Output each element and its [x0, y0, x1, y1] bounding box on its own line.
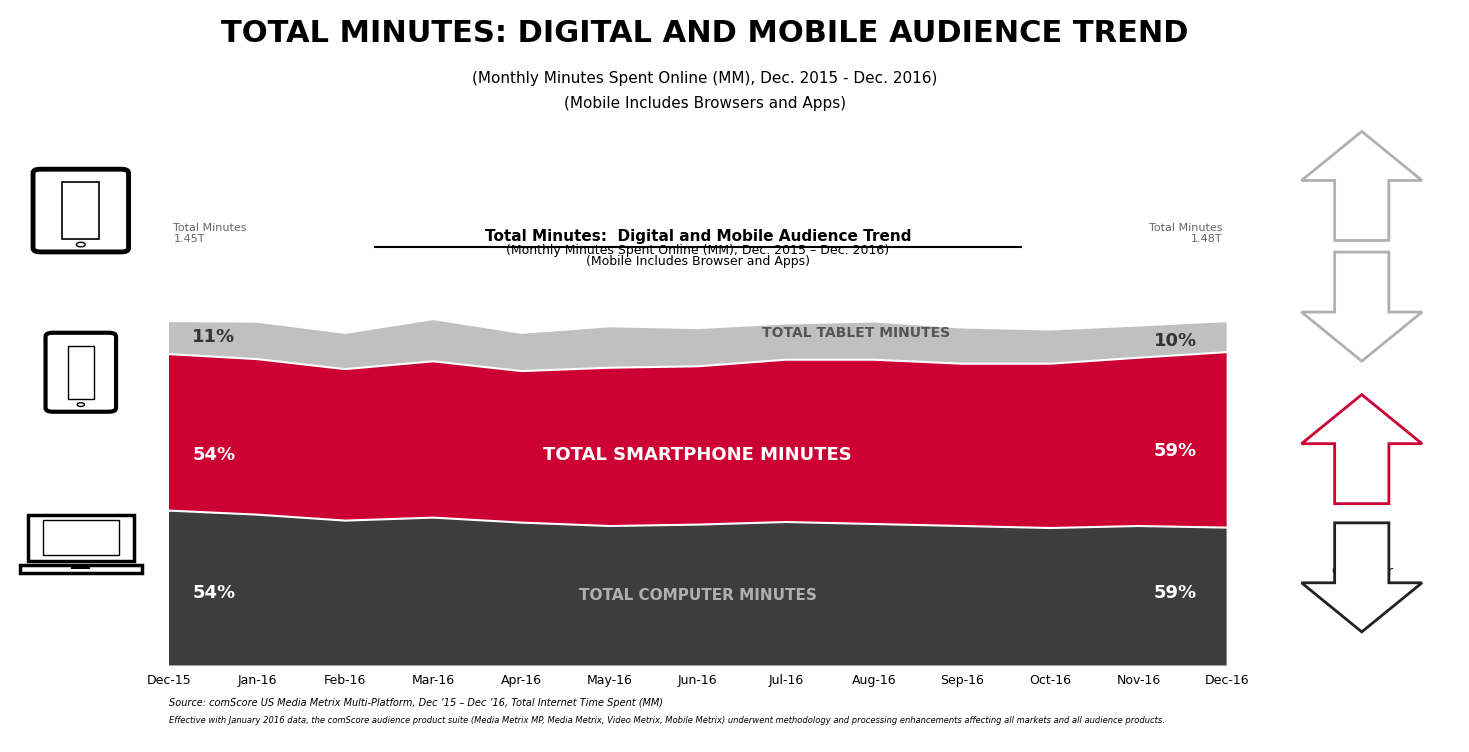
Text: (Monthly Minutes Spent Online (MM), Dec. 2015 - Dec. 2016): (Monthly Minutes Spent Online (MM), Dec.…	[473, 71, 937, 86]
Text: 54%: 54%	[192, 446, 235, 464]
Text: 3%: 3%	[1346, 197, 1378, 217]
Text: TOTAL SMARTPHONE MINUTES: TOTAL SMARTPHONE MINUTES	[544, 446, 852, 464]
Text: Effective with January 2016 data, the comScore audience product suite (Media Met: Effective with January 2016 data, the co…	[169, 716, 1165, 725]
Text: Total Minutes
1.45T: Total Minutes 1.45T	[173, 223, 247, 244]
Text: Tablet: Tablet	[1343, 294, 1381, 308]
Text: 11%: 11%	[192, 328, 235, 346]
Text: -8%: -8%	[1341, 593, 1382, 613]
Bar	[169, 202, 1227, 286]
Text: Total Minutes
1.48T: Total Minutes 1.48T	[1149, 223, 1222, 244]
Text: 10%: 10%	[1153, 332, 1197, 350]
Text: (Monthly Minutes Spent Online (MM), Dec. 2015 – Dec. 2016): (Monthly Minutes Spent Online (MM), Dec.…	[507, 244, 889, 257]
Text: Computer: Computer	[1331, 565, 1393, 578]
Text: -3%: -3%	[1341, 323, 1382, 342]
Text: Source: comScore US Media Metrix Multi-Platform, Dec ’15 – Dec ’16, Total Intern: Source: comScore US Media Metrix Multi-P…	[169, 698, 663, 708]
Text: 59%: 59%	[1153, 442, 1197, 460]
Text: Smartphone: Smartphone	[1324, 429, 1400, 443]
Text: (Mobile Includes Browser and Apps): (Mobile Includes Browser and Apps)	[586, 256, 809, 268]
Text: (Mobile Includes Browsers and Apps): (Mobile Includes Browsers and Apps)	[564, 96, 846, 111]
Text: Total Minutes:  Digital and Mobile Audience Trend: Total Minutes: Digital and Mobile Audien…	[485, 229, 911, 244]
Text: TOTAL COMPUTER MINUTES: TOTAL COMPUTER MINUTES	[579, 588, 817, 603]
Text: 54%: 54%	[192, 584, 235, 602]
Text: TOTAL MINUTES: DIGITAL AND MOBILE AUDIENCE TREND: TOTAL MINUTES: DIGITAL AND MOBILE AUDIEN…	[222, 19, 1188, 48]
Text: 59%: 59%	[1153, 584, 1197, 602]
Text: TOTAL TABLET MINUTES: TOTAL TABLET MINUTES	[762, 326, 950, 340]
Text: Total
Minutes: Total Minutes	[1337, 155, 1387, 183]
Text: 10%: 10%	[1338, 460, 1385, 480]
